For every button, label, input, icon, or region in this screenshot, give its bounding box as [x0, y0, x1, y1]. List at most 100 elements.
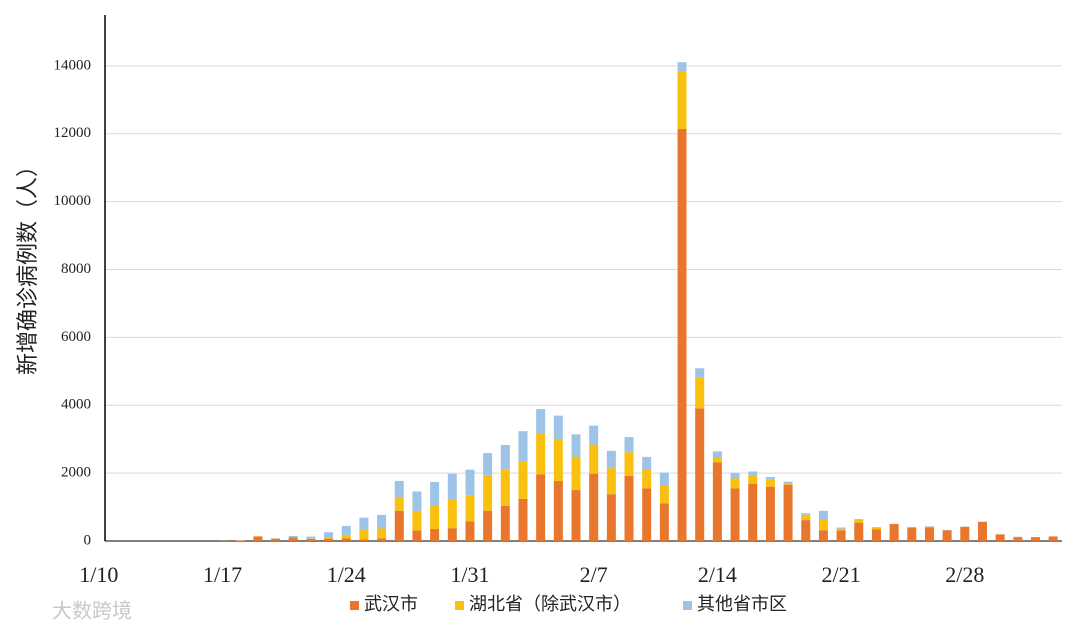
- y-tick-label: 4000: [61, 397, 91, 413]
- bar-segment: [447, 473, 457, 500]
- bar-segment: [977, 521, 987, 541]
- bar-segment: [447, 528, 457, 541]
- bar-segment: [801, 514, 811, 521]
- bar-segment: [642, 469, 652, 489]
- bar-segment: [801, 513, 811, 515]
- x-tick-label: 1/10: [79, 562, 118, 587]
- bar-segment: [341, 538, 351, 541]
- bar-segment: [571, 490, 581, 541]
- bar-segment: [589, 444, 599, 474]
- bar-segment: [659, 485, 669, 504]
- bar-segment: [536, 433, 546, 475]
- x-tick-label: 2/21: [822, 562, 861, 587]
- bar-segment: [306, 538, 316, 541]
- bar-segment: [642, 488, 652, 541]
- bar-segment: [306, 536, 316, 539]
- bar-segment: [924, 527, 934, 541]
- bar-segment: [571, 456, 581, 491]
- bar-segment: [712, 451, 722, 458]
- bar-segment: [465, 521, 475, 541]
- bar-segment: [801, 520, 811, 541]
- bar-segment: [907, 527, 917, 541]
- x-tick-label: 2/7: [580, 562, 608, 587]
- bar-segment: [1048, 536, 1058, 541]
- bar-segment: [359, 517, 369, 531]
- bar-segment: [712, 457, 722, 463]
- bar-segment: [377, 538, 387, 541]
- y-tick-label: 10000: [54, 193, 92, 209]
- bar-segment: [500, 505, 510, 541]
- bar-segment: [659, 503, 669, 541]
- bar-segment: [288, 535, 298, 538]
- bar-segment: [324, 532, 334, 538]
- bar-segment: [377, 514, 387, 529]
- bar-segment: [854, 522, 864, 541]
- bar-segment: [341, 525, 351, 535]
- bar-segment: [536, 474, 546, 541]
- bar-segment: [553, 481, 563, 541]
- bar-segment: [712, 462, 722, 541]
- y-tick-label: 0: [84, 532, 92, 548]
- x-tick-label: 1/31: [450, 562, 489, 587]
- bar-segment: [748, 471, 758, 476]
- y-axis-label: 新增确诊病例数（人）: [15, 155, 40, 375]
- legend-label: 其他省市区: [697, 594, 787, 614]
- bar-segment: [553, 439, 563, 482]
- bar-segment: [818, 530, 828, 541]
- bar-segment: [518, 431, 528, 462]
- bar-segment: [500, 469, 510, 506]
- bar-segment: [748, 475, 758, 484]
- bar-segment: [765, 476, 775, 480]
- bar-segment: [553, 415, 563, 440]
- bar-segment: [288, 537, 298, 541]
- bar-segment: [465, 469, 475, 496]
- bar-segment: [430, 505, 440, 529]
- bar-segment: [571, 434, 581, 457]
- bar-segment: [624, 475, 634, 541]
- bar-segment: [589, 473, 599, 541]
- bar-segment: [695, 377, 705, 409]
- bar-segment: [748, 483, 758, 541]
- bar-segment: [765, 486, 775, 541]
- bar-segment: [783, 481, 793, 484]
- bar-segment: [589, 425, 599, 445]
- bar-segment: [394, 480, 404, 498]
- bar-segment: [394, 497, 404, 511]
- x-tick-label: 2/28: [945, 562, 984, 587]
- bar-segment: [624, 437, 634, 453]
- bar-segment: [465, 495, 475, 522]
- bar-segment: [854, 519, 864, 520]
- bar-segment: [235, 540, 245, 541]
- bar-segment: [871, 527, 881, 530]
- bar-segment: [783, 483, 793, 485]
- bar-segment: [854, 519, 864, 523]
- bar-segment: [324, 537, 334, 539]
- bar-segment: [359, 530, 369, 540]
- bar-segment: [730, 472, 740, 479]
- bar-segment: [412, 491, 422, 511]
- bar-segment: [412, 510, 422, 531]
- bar-segment: [606, 468, 616, 495]
- x-tick-label: 1/24: [327, 562, 366, 587]
- legend-swatch: [683, 601, 692, 610]
- bar-segment: [606, 494, 616, 541]
- bar-segment: [960, 526, 970, 541]
- bar-segment: [924, 526, 934, 528]
- bar-segment: [606, 450, 616, 469]
- y-tick-label: 2000: [61, 465, 91, 481]
- bar-segment: [677, 71, 687, 129]
- bar-segment: [942, 530, 952, 541]
- bar-segment: [412, 530, 422, 541]
- bar-segment: [1013, 537, 1023, 541]
- bar-segment: [642, 456, 652, 470]
- bar-segment: [695, 368, 705, 378]
- legend-swatch: [455, 601, 464, 610]
- x-tick-label: 2/14: [698, 562, 737, 587]
- bar-segment: [818, 519, 828, 531]
- bar-segment: [447, 499, 457, 529]
- bar-segment: [677, 128, 687, 541]
- bar-segment: [818, 510, 828, 520]
- bar-segment: [659, 472, 669, 486]
- bar-segment: [871, 529, 881, 541]
- bar-segment: [695, 408, 705, 541]
